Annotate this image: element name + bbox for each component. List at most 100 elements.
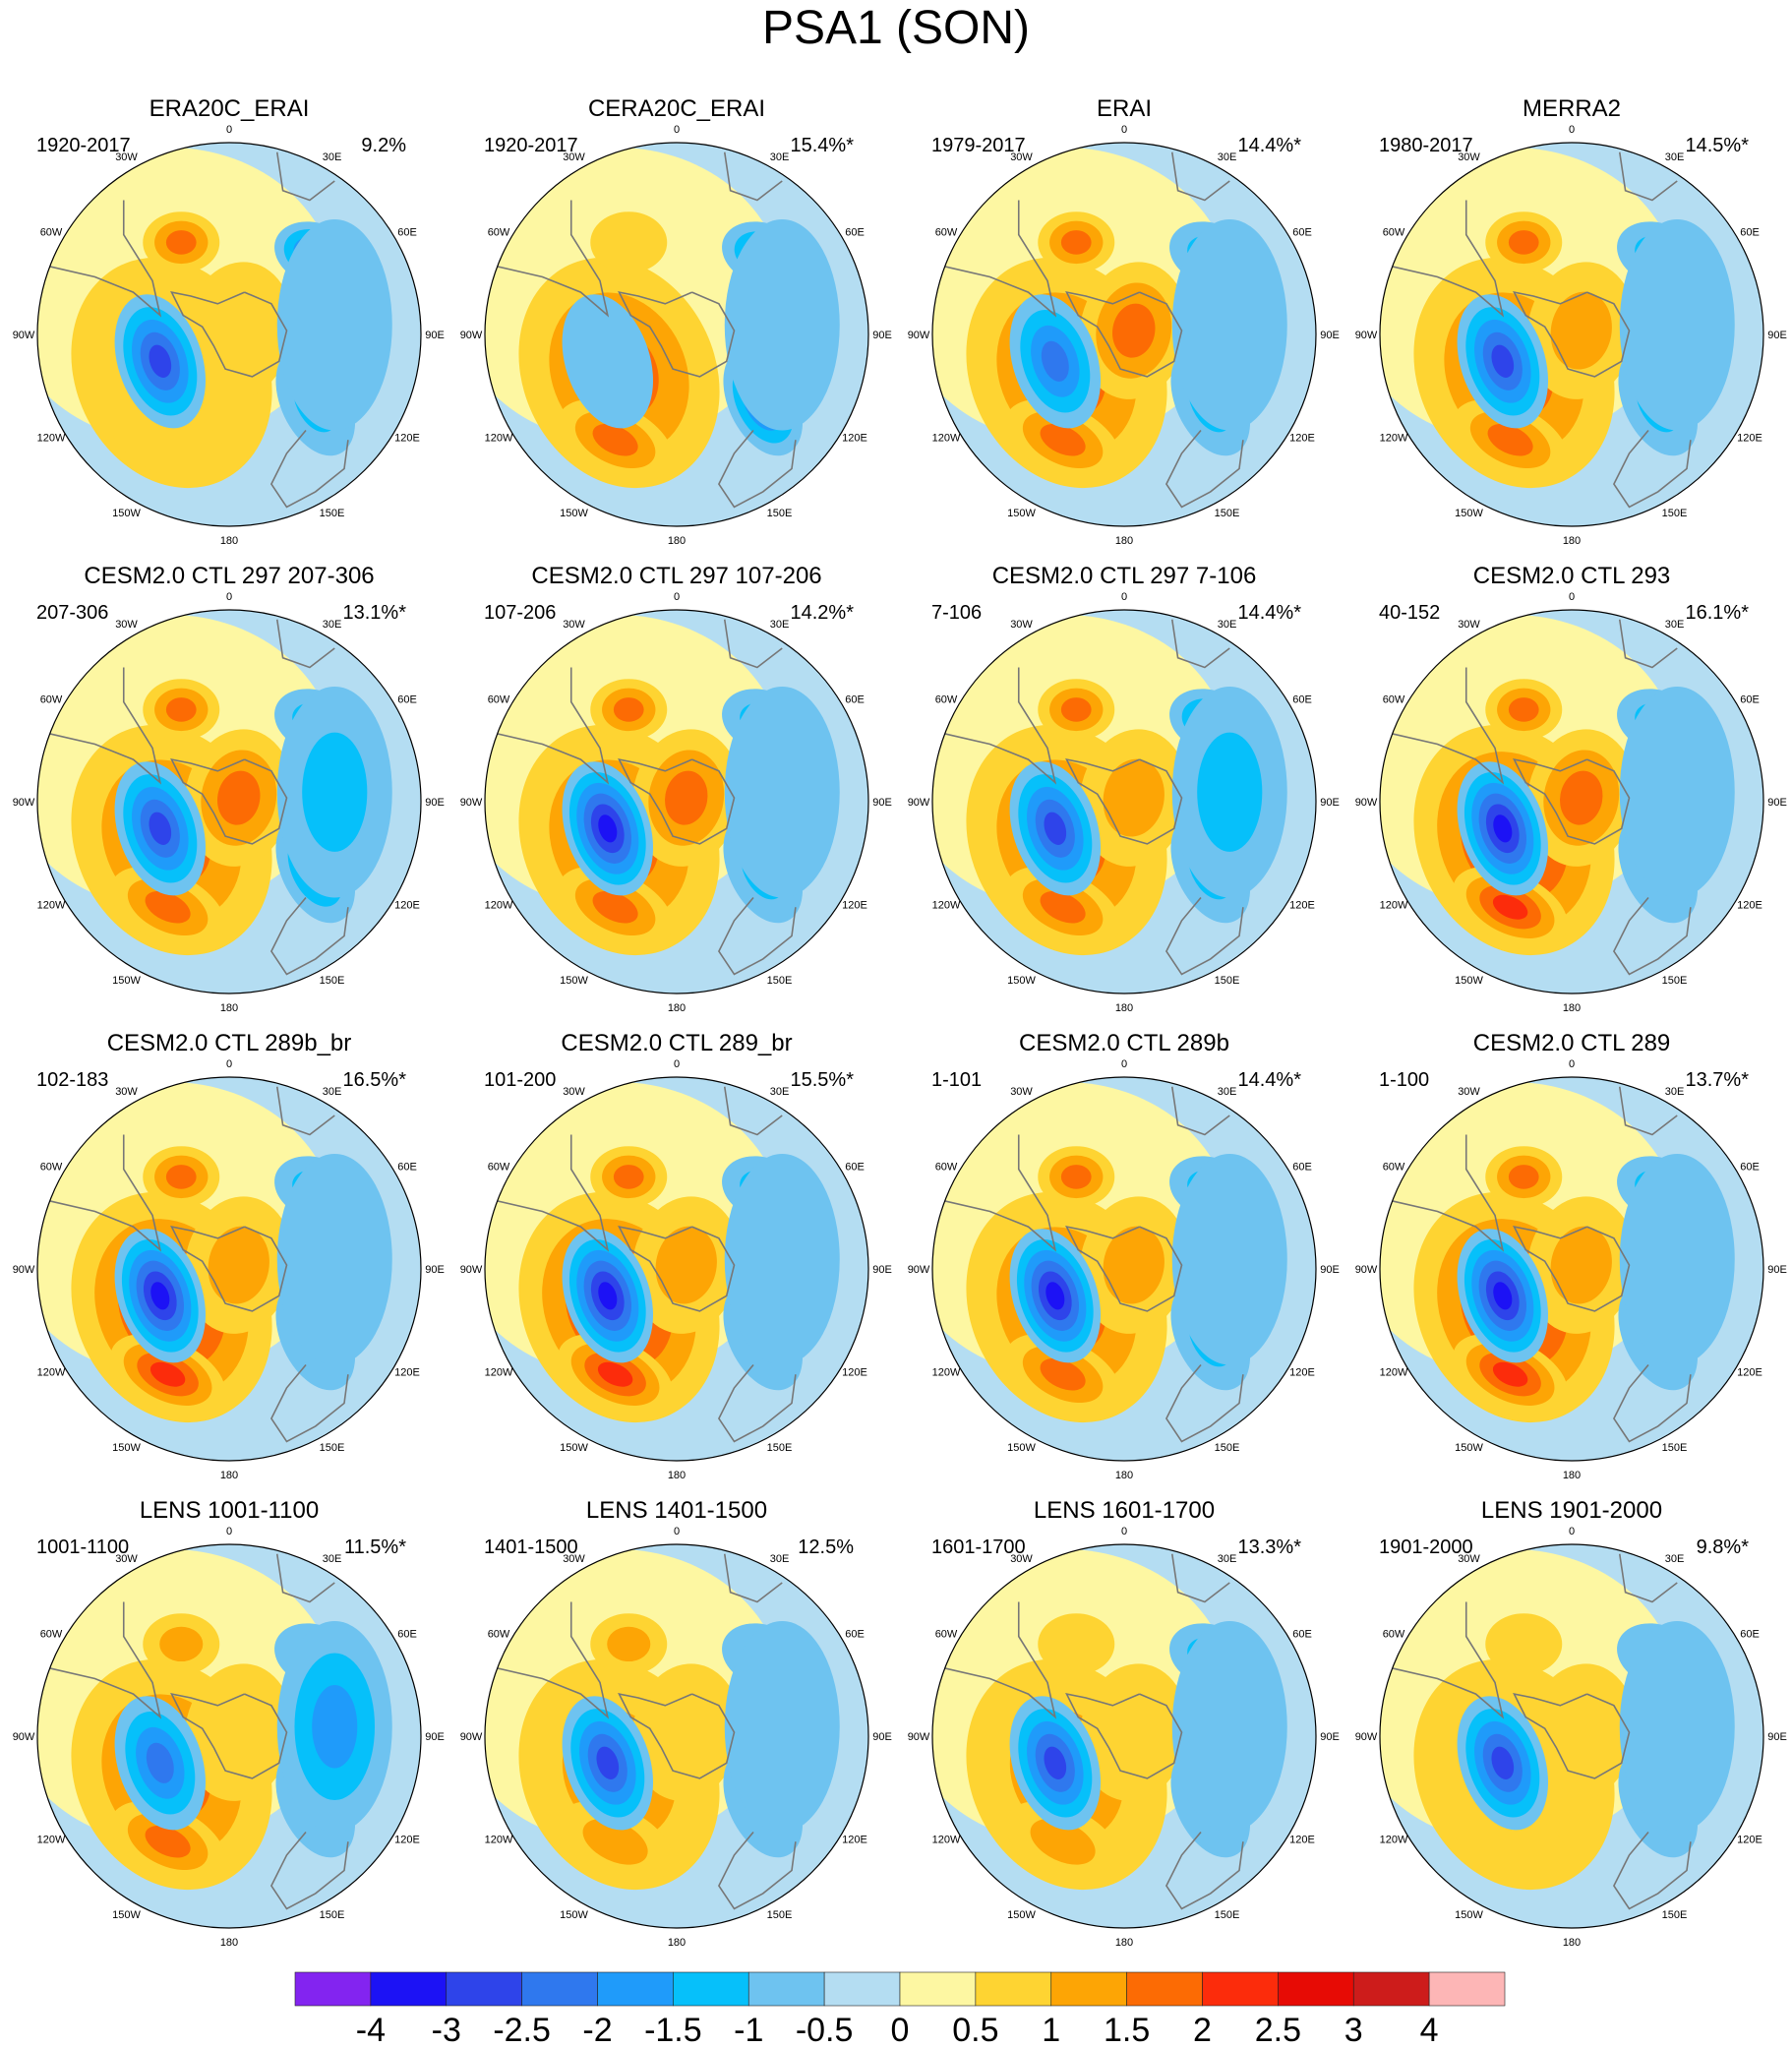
panel-variance: 16.5%* <box>343 1069 407 1091</box>
contour-level <box>613 697 644 722</box>
map-boundary <box>36 609 422 994</box>
panel-grid: ERA20C_ERAI 1920-2017 9.2% 0 30E 60E 90E 120E 15… <box>13 95 1787 1949</box>
contour-level <box>724 1621 840 1833</box>
contour-field <box>932 1077 1316 1461</box>
longitude-label: 150E <box>1215 1442 1240 1454</box>
contour-level <box>1508 1165 1539 1189</box>
contour-level <box>1508 697 1539 722</box>
longitude-label: 30E <box>1665 619 1685 631</box>
longitude-label: 0 <box>1569 1058 1575 1070</box>
longitude-label: 0 <box>226 1058 232 1070</box>
panel-title: MERRA2 <box>1523 95 1621 122</box>
coastline <box>939 151 1244 509</box>
longitude-label: 90E <box>1767 1264 1787 1276</box>
longitude-label: 60E <box>845 227 865 239</box>
longitude-label: 180 <box>668 1002 686 1014</box>
longitude-label: 150E <box>767 508 793 519</box>
longitude-label: 150E <box>767 1442 793 1454</box>
contour-level <box>1112 303 1156 358</box>
longitude-label: 180 <box>220 1937 238 1949</box>
longitude-label: 120E <box>842 1835 867 1846</box>
longitude-label: 60E <box>1740 1629 1760 1641</box>
panel-period: 40-152 <box>1379 602 1440 624</box>
map-boundary <box>484 142 869 527</box>
longitude-label: 30E <box>323 1553 342 1565</box>
colorbar-label: 1 <box>1042 2012 1060 2048</box>
longitude-label: 30W <box>1458 619 1480 631</box>
longitude-label: 150W <box>560 975 588 987</box>
longitude-label: 60W <box>40 1162 63 1174</box>
longitude-label: 0 <box>674 591 680 603</box>
map-panel: CERA20C_ERAI 1920-2017 15.4%* 0 30E 60E 90E 120… <box>460 95 892 547</box>
longitude-label: 120W <box>1380 1835 1408 1846</box>
colorbar-label: 1.5 <box>1104 2012 1150 2048</box>
longitude-label: 30W <box>563 619 585 631</box>
longitude-label: 150W <box>560 508 588 519</box>
coastline <box>44 151 349 509</box>
colorbar-label: -0.5 <box>796 2012 854 2048</box>
longitude-label: 90E <box>1767 797 1787 809</box>
longitude-label: 120E <box>1289 900 1315 912</box>
contour-level <box>1485 1613 1563 1675</box>
contour-level <box>598 814 618 843</box>
longitude-label: 120W <box>1380 900 1408 912</box>
longitude-label: 120E <box>842 900 867 912</box>
contour-field <box>37 143 421 526</box>
map-boundary <box>1379 1076 1764 1462</box>
longitude-label: 120E <box>1289 1835 1315 1846</box>
map-boundary <box>1379 142 1764 527</box>
panel-title: CESM2.0 CTL 289 <box>1473 1030 1671 1056</box>
contour-level <box>1619 687 1735 898</box>
longitude-label: 90E <box>425 1264 445 1276</box>
panel-period: 1920-2017 <box>36 135 131 156</box>
colorbar-swatch <box>446 1971 522 2007</box>
panel-period: 1601-1700 <box>931 1536 1026 1558</box>
panel-variance: 12.5% <box>798 1536 854 1558</box>
contour-level <box>597 1361 633 1387</box>
longitude-label: 0 <box>1121 124 1127 136</box>
longitude-label: 150E <box>320 975 345 987</box>
panel-title: CESM2.0 CTL 293 <box>1473 563 1671 589</box>
panel-variance: 14.2%* <box>791 602 855 624</box>
contour-level <box>1171 1154 1287 1365</box>
longitude-label: 150W <box>1007 1442 1036 1454</box>
contour-field <box>932 143 1316 526</box>
contour-level <box>631 1663 741 1801</box>
panel-title: CESM2.0 CTL 289_br <box>561 1030 792 1056</box>
coastline <box>939 619 1244 976</box>
longitude-label: 90E <box>425 1731 445 1743</box>
longitude-label: 150W <box>112 975 141 987</box>
contour-level <box>1040 890 1086 924</box>
longitude-label: 120W <box>1380 1367 1408 1379</box>
colorbar-label: 0 <box>891 2012 910 2048</box>
contour-level <box>1491 344 1515 378</box>
contour-level <box>145 890 191 924</box>
contour-level <box>1550 291 1612 370</box>
longitude-label: 120W <box>485 1835 513 1846</box>
contour-level <box>1492 1361 1528 1387</box>
longitude-label: 60W <box>1383 1629 1405 1641</box>
colorbar-swatch <box>899 1971 977 2007</box>
map-panel: CESM2.0 CTL 297 107-206 107-206 14.2%* 0 30E… <box>460 563 892 1014</box>
panel-title: LENS 1001-1100 <box>140 1497 319 1524</box>
contour-level <box>1493 1282 1513 1310</box>
longitude-label: 90W <box>13 330 35 341</box>
longitude-label: 30E <box>770 619 790 631</box>
longitude-label: 60W <box>1383 694 1405 706</box>
panel-period: 101-200 <box>484 1069 556 1091</box>
colorbar-label: -2.5 <box>493 2012 551 2048</box>
panel-variance: 14.4%* <box>1238 602 1302 624</box>
coastline <box>44 1086 349 1443</box>
panel-variance: 13.1%* <box>343 602 407 624</box>
longitude-label: 60E <box>1740 227 1760 239</box>
coastline <box>44 619 349 976</box>
longitude-label: 60W <box>40 694 63 706</box>
longitude-label: 150E <box>1215 508 1240 519</box>
longitude-label: 90E <box>872 1264 892 1276</box>
longitude-label: 60E <box>845 694 865 706</box>
longitude-label: 150E <box>1662 975 1688 987</box>
longitude-label: 60E <box>397 227 417 239</box>
longitude-label: 150E <box>320 1442 345 1454</box>
colorbar-swatch <box>294 1971 372 2007</box>
longitude-label: 30W <box>115 151 138 163</box>
